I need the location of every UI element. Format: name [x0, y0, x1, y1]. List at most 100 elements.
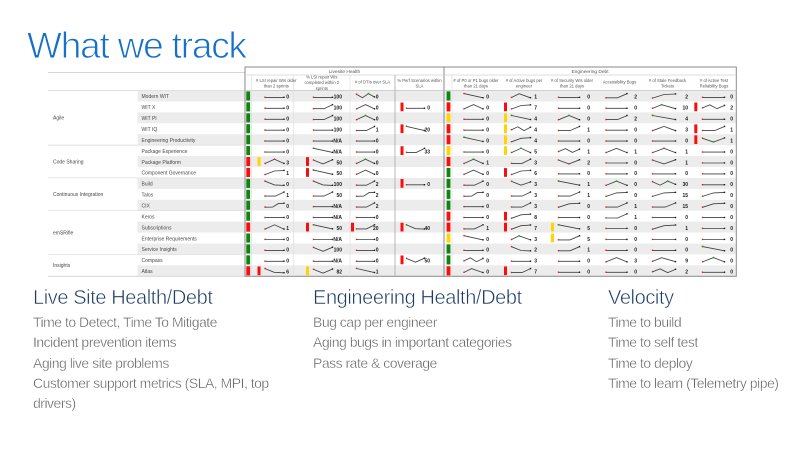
svg-text:0: 0: [486, 171, 489, 177]
svg-text:0: 0: [286, 127, 289, 133]
svg-text:# of P0 or P1 bugs older: # of P0 or P1 bugs older: [453, 78, 499, 83]
svg-text:2: 2: [634, 95, 637, 101]
svg-text:50: 50: [336, 193, 342, 199]
svg-text:0: 0: [376, 106, 379, 112]
svg-text:1: 1: [286, 171, 289, 177]
svg-text:1: 1: [587, 127, 590, 133]
svg-text:Modern WIT: Modern WIT: [142, 94, 170, 100]
svg-text:0: 0: [486, 248, 489, 254]
svg-text:3: 3: [534, 237, 537, 243]
svg-text:Service Insights: Service Insights: [142, 247, 178, 253]
svg-text:0: 0: [634, 237, 637, 243]
svg-text:WIT IQ: WIT IQ: [142, 127, 158, 133]
svg-text:0: 0: [286, 182, 289, 188]
svg-text:Livesite Health: Livesite Health: [329, 69, 361, 75]
svg-text:sprints: sprints: [316, 86, 328, 91]
svg-text:1: 1: [587, 193, 590, 199]
svg-text:4: 4: [534, 138, 537, 144]
svg-text:0: 0: [286, 237, 289, 243]
svg-text:2: 2: [534, 248, 537, 254]
svg-text:0: 0: [486, 182, 489, 188]
svg-text:0: 0: [634, 182, 637, 188]
svg-text:Talos: Talos: [142, 193, 154, 199]
svg-text:than 2 sprints: than 2 sprints: [264, 83, 289, 88]
svg-text:0: 0: [634, 171, 637, 177]
svg-text:0: 0: [286, 204, 289, 210]
svg-text:15: 15: [682, 204, 688, 210]
svg-text:Package Platform: Package Platform: [142, 160, 181, 166]
svg-text:50: 50: [336, 171, 342, 177]
svg-text:0: 0: [286, 149, 289, 155]
svg-text:1: 1: [685, 160, 688, 166]
svg-text:4: 4: [534, 127, 537, 133]
svg-text:N/A: N/A: [333, 204, 342, 210]
svg-text:1: 1: [587, 248, 590, 254]
svg-text:0: 0: [486, 270, 489, 276]
svg-text:0: 0: [730, 215, 733, 221]
svg-text:3: 3: [534, 259, 537, 265]
svg-text:Continuous Integration: Continuous Integration: [53, 192, 104, 198]
svg-text:0: 0: [376, 117, 379, 123]
svg-text:100: 100: [334, 117, 343, 123]
svg-text:0: 0: [587, 138, 590, 144]
svg-text:Enterprise Requirements: Enterprise Requirements: [142, 236, 198, 242]
svg-text:engineer: engineer: [516, 83, 533, 88]
svg-text:0: 0: [427, 182, 430, 188]
svg-text:Reliability Bugs: Reliability Bugs: [700, 83, 729, 88]
svg-text:0: 0: [486, 215, 489, 221]
svg-text:0: 0: [634, 248, 637, 254]
svg-text:# LSI repair WIs older: # LSI repair WIs older: [256, 78, 297, 83]
svg-text:0: 0: [587, 117, 590, 123]
svg-text:7: 7: [534, 106, 537, 112]
svg-text:0: 0: [486, 95, 489, 101]
svg-text:2: 2: [376, 193, 379, 199]
svg-text:100: 100: [334, 127, 343, 133]
svg-text:0: 0: [685, 138, 688, 144]
svg-text:N/A: N/A: [333, 138, 342, 144]
svg-text:0: 0: [486, 117, 489, 123]
svg-text:5: 5: [587, 226, 590, 232]
svg-text:0: 0: [730, 248, 733, 254]
svg-text:0: 0: [730, 193, 733, 199]
svg-text:3: 3: [634, 259, 637, 265]
svg-text:Subscriptions: Subscriptions: [142, 225, 173, 231]
svg-text:6: 6: [534, 171, 537, 177]
svg-text:Insights: Insights: [53, 263, 71, 269]
svg-text:0: 0: [685, 237, 688, 243]
svg-text:1: 1: [730, 138, 733, 144]
svg-text:Atlas: Atlas: [142, 269, 154, 275]
svg-text:# of Active bugs per: # of Active bugs per: [506, 78, 543, 83]
svg-text:0: 0: [587, 259, 590, 265]
svg-text:0: 0: [376, 259, 379, 265]
svg-text:0: 0: [376, 171, 379, 177]
svg-text:0: 0: [286, 138, 289, 144]
svg-text:Package Experience: Package Experience: [142, 149, 188, 155]
svg-text:3: 3: [534, 204, 537, 210]
svg-text:1: 1: [587, 182, 590, 188]
svg-text:CIX: CIX: [142, 203, 151, 209]
svg-text:15: 15: [682, 193, 688, 199]
svg-text:82: 82: [336, 270, 342, 276]
svg-text:0: 0: [587, 270, 590, 276]
svg-text:8: 8: [534, 215, 537, 221]
svg-text:0: 0: [486, 149, 489, 155]
svg-text:0: 0: [730, 182, 733, 188]
svg-text:6: 6: [286, 270, 289, 276]
svg-text:7: 7: [534, 226, 537, 232]
svg-text:N/A: N/A: [333, 149, 342, 155]
svg-text:4: 4: [685, 117, 688, 123]
svg-text:0: 0: [376, 237, 379, 243]
svg-text:33: 33: [424, 149, 430, 155]
svg-text:0: 0: [685, 248, 688, 254]
svg-text:1: 1: [376, 270, 379, 276]
svg-text:1: 1: [534, 95, 537, 101]
svg-text:0: 0: [587, 204, 590, 210]
svg-text:SLA: SLA: [416, 83, 424, 88]
svg-text:% LSI repair WIs: % LSI repair WIs: [306, 75, 337, 80]
svg-text:10: 10: [682, 106, 688, 112]
svg-text:0: 0: [376, 149, 379, 155]
svg-text:0: 0: [685, 171, 688, 177]
svg-text:0: 0: [634, 226, 637, 232]
svg-text:than 21 days: than 21 days: [560, 83, 584, 88]
svg-text:0: 0: [376, 248, 379, 254]
